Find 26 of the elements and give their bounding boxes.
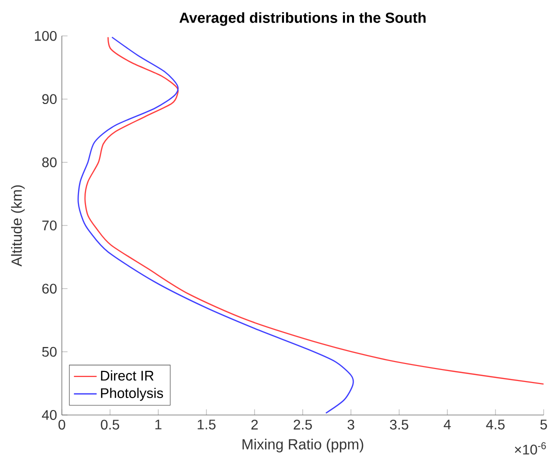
- line-series: [78, 36, 354, 414]
- x-tick-label: 4: [444, 420, 451, 430]
- x-tick-label: 3: [348, 420, 354, 430]
- x-tick-label: 0.5: [100, 420, 120, 430]
- x-axis-title: Mixing Ratio (ppm): [242, 438, 364, 452]
- x-tick-label: 2: [251, 420, 258, 430]
- y-tick-label: 40: [42, 410, 57, 420]
- legend-label: Photolysis: [101, 388, 164, 401]
- x-tick-label: 2.5: [294, 420, 312, 430]
- x-tick-label: 4.5: [486, 420, 505, 430]
- y-tick-label: 50: [42, 346, 57, 357]
- y-axis-title: Altitude (km): [11, 185, 25, 267]
- x-tick-label: 1: [155, 420, 162, 430]
- chart-title: Averaged distributions in the South: [179, 12, 426, 26]
- x-tick-label: 1.5: [198, 420, 216, 430]
- y-tick-label: 60: [42, 284, 57, 294]
- y-tick-label: 100: [34, 31, 57, 41]
- x-tick-label: 3.5: [390, 420, 408, 430]
- y-tick-label: 80: [42, 157, 57, 168]
- text: ×10$^{-6}$: [514, 442, 546, 455]
- y-tick-label: 90: [42, 94, 57, 104]
- x-tick-label: 0: [58, 420, 66, 430]
- x-tick-label: 5: [540, 420, 547, 430]
- line-series: [84, 36, 544, 385]
- y-tick-label: 70: [42, 220, 57, 230]
- legend-label: Direct IR: [101, 370, 154, 381]
